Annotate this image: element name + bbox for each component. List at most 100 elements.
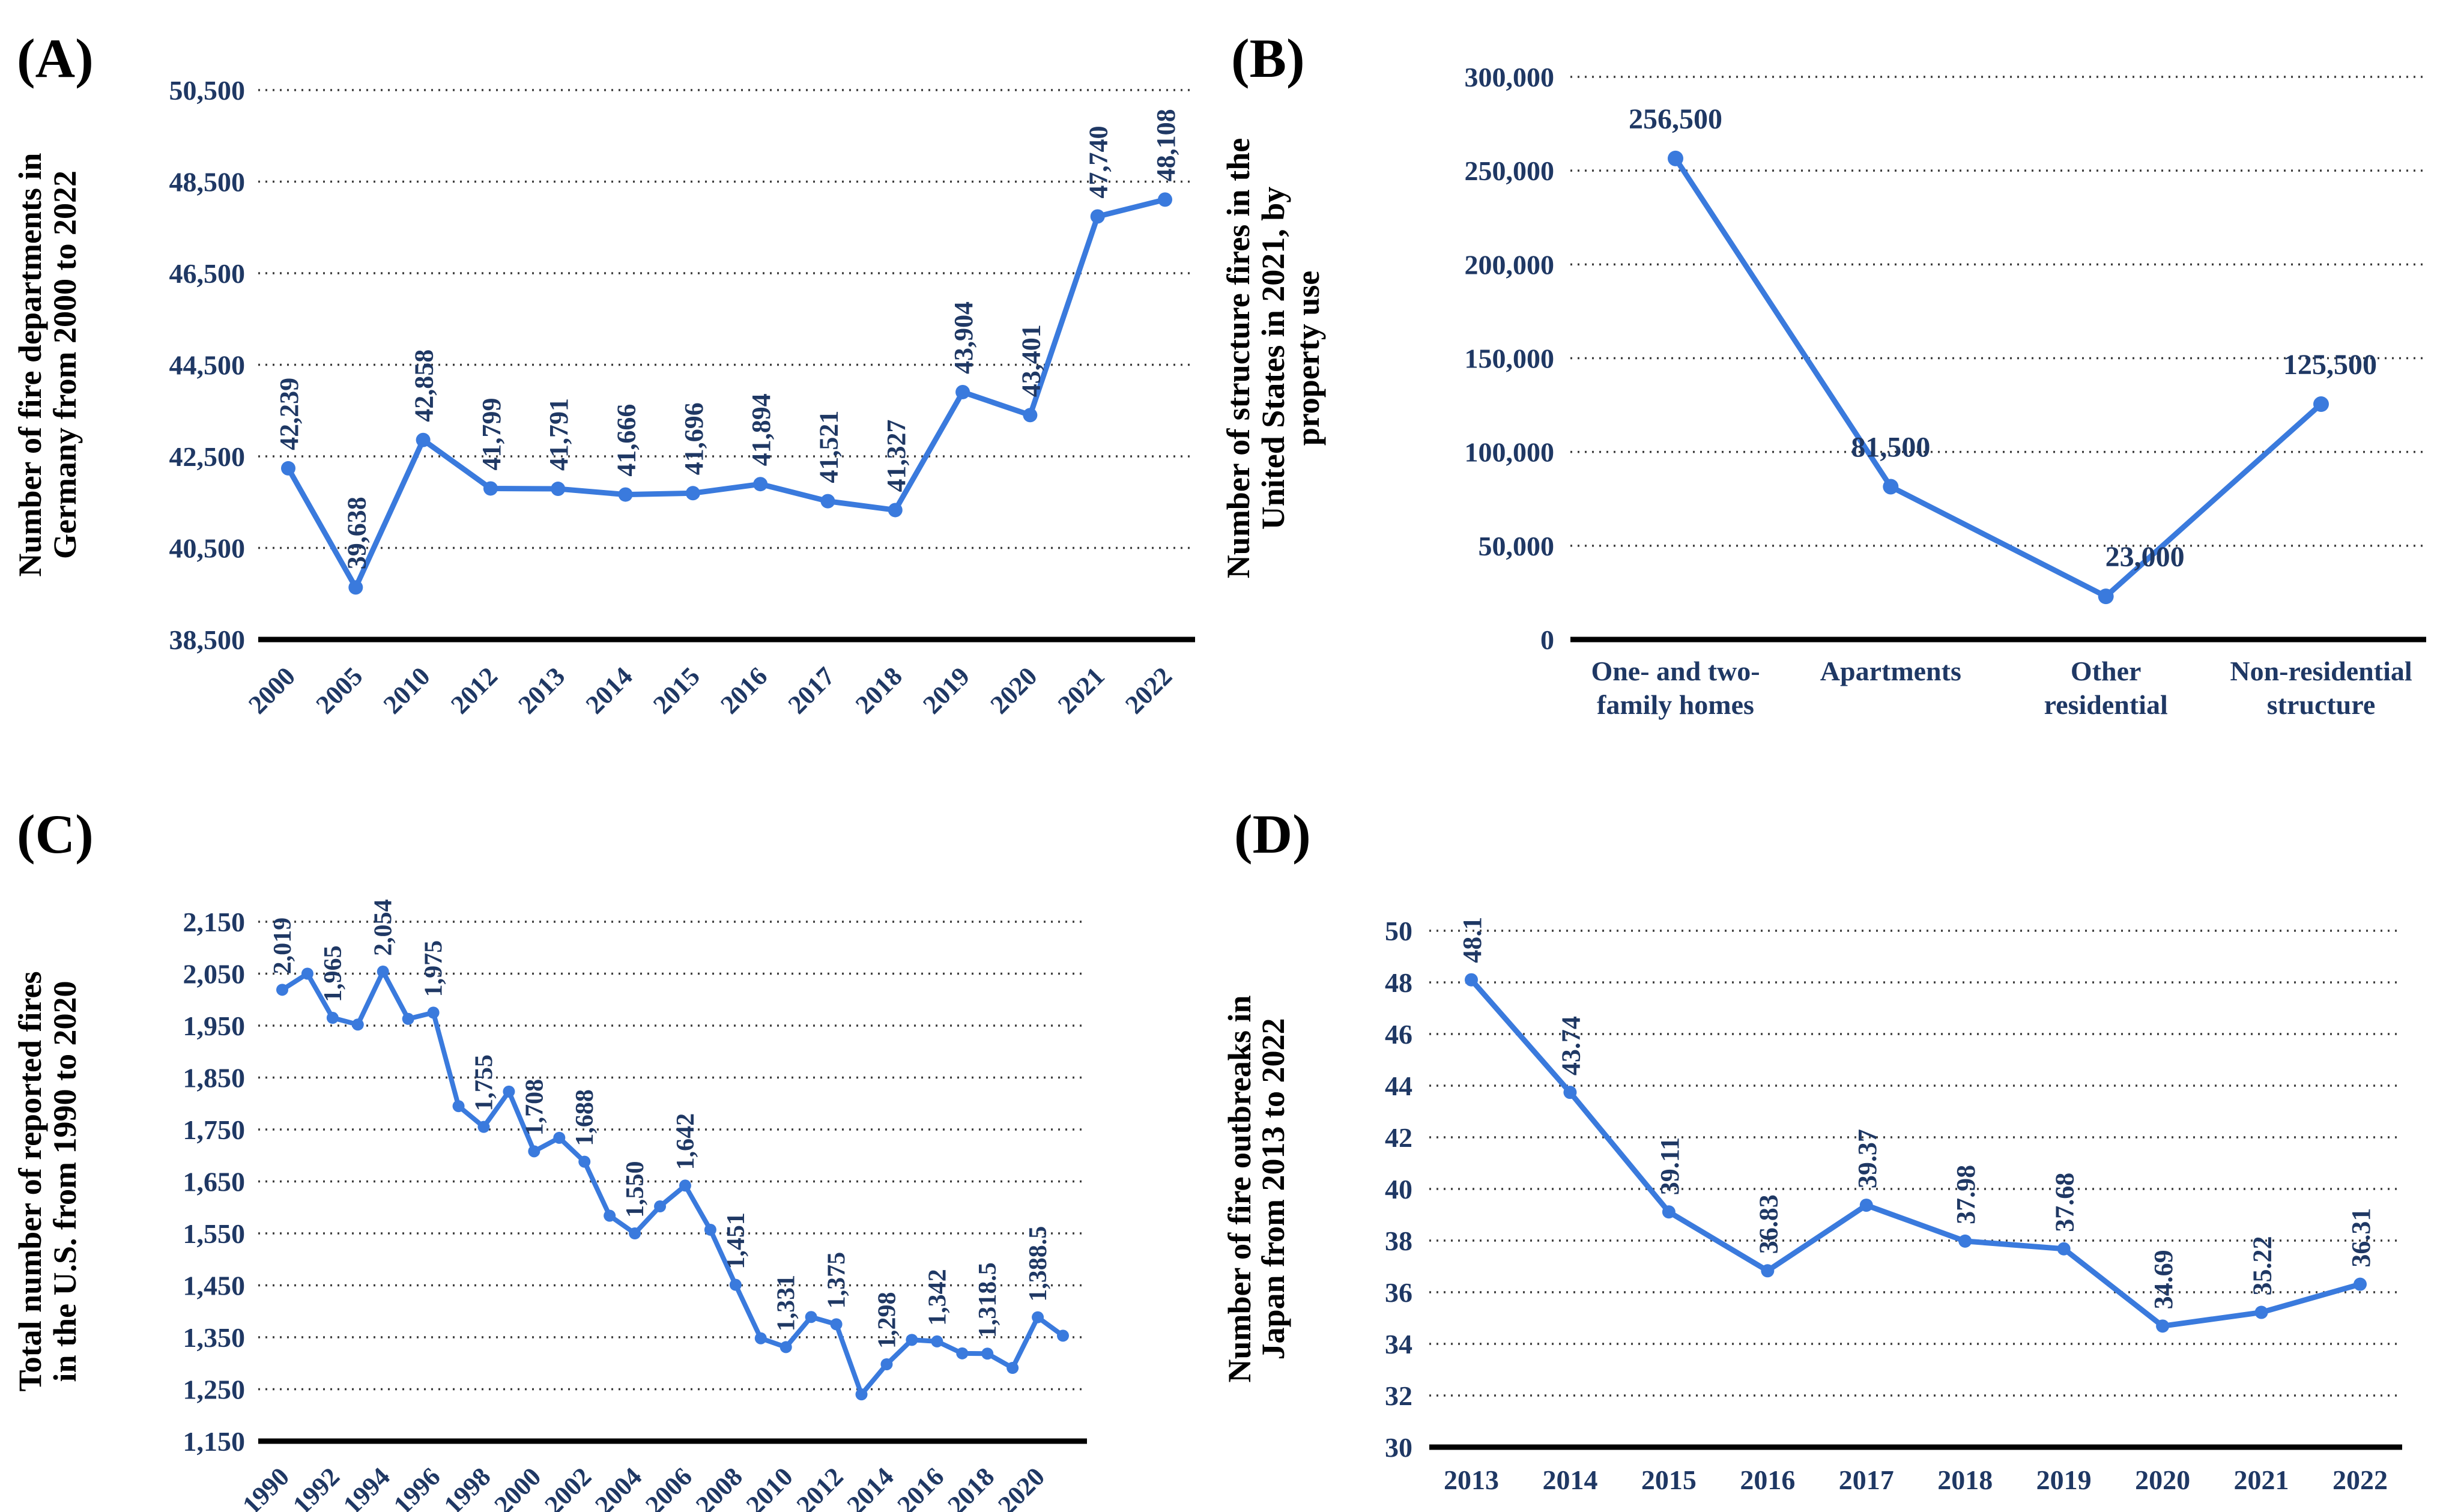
data-line: [1673, 156, 2324, 599]
data-point: [276, 984, 288, 996]
data-label: 125,500: [2283, 349, 2377, 381]
data-label: 48,108: [1151, 109, 1181, 181]
x-tick-label: Other residential: [2044, 656, 2168, 720]
data-label: 23,000: [2105, 541, 2185, 573]
data-label: 43,904: [949, 301, 978, 374]
data-label: 39,638: [342, 497, 371, 569]
data-point: [1023, 408, 1038, 423]
data-point: [1958, 1234, 1972, 1248]
y-tick-label: 38: [1385, 1226, 1412, 1256]
data-point: [402, 1012, 414, 1025]
data-label: 2,019: [269, 918, 297, 975]
data-label: 1,550: [622, 1161, 649, 1218]
y-tick-label: 50,500: [169, 75, 246, 106]
y-tick-label: 44,500: [169, 350, 246, 381]
y-tick-label: 300,000: [1465, 62, 1555, 92]
y-tick-label: 1,550: [183, 1218, 246, 1249]
data-label: 1,975: [420, 940, 448, 997]
data-point: [1090, 209, 1105, 224]
y-axis-title: Japan from 2013 to 2022: [1255, 1018, 1291, 1359]
data-point: [351, 1018, 364, 1031]
data-point: [753, 477, 768, 492]
data-label: 48.1: [1458, 917, 1487, 963]
data-label: 35.22: [2248, 1236, 2277, 1296]
x-tick-label: 2014: [1542, 1465, 1597, 1495]
data-point: [377, 966, 389, 978]
data-label: 42,858: [410, 349, 439, 422]
y-tick-label: 2,050: [183, 959, 246, 990]
data-point: [477, 1120, 490, 1133]
y-tick-label: 250,000: [1465, 156, 1555, 186]
data-label: 37.98: [1951, 1165, 1981, 1224]
data-label: 1,298: [873, 1292, 901, 1349]
data-point: [830, 1318, 843, 1331]
data-point: [301, 967, 313, 980]
y-tick-label: 34: [1385, 1329, 1412, 1359]
y-tick-label: 30: [1385, 1432, 1412, 1463]
data-label: 43.74: [1556, 1016, 1585, 1075]
data-point: [348, 580, 363, 595]
data-point: [880, 1358, 893, 1370]
data-label: 1,342: [924, 1269, 951, 1326]
data-point: [1007, 1362, 1019, 1374]
data-line: [1468, 977, 2363, 1329]
data-point: [981, 1347, 994, 1360]
data-point: [955, 384, 970, 399]
data-label: 1,388.5: [1025, 1226, 1052, 1302]
data-label: 81,500: [1851, 431, 1930, 463]
data-label: 1,375: [823, 1252, 851, 1309]
data-label: 36.83: [1754, 1194, 1783, 1254]
data-label: 41,521: [814, 411, 843, 483]
x-tick-label: 2015: [1641, 1465, 1697, 1495]
panel-letter: (B): [1231, 28, 1305, 89]
data-point: [2254, 1305, 2268, 1319]
y-tick-label: 46: [1385, 1019, 1412, 1050]
y-tick-label: 1,650: [183, 1167, 246, 1197]
data-point: [2156, 1319, 2170, 1333]
y-tick-label: 40: [1385, 1174, 1412, 1205]
data-point: [553, 1131, 566, 1144]
data-label: 1,451: [722, 1212, 750, 1269]
data-label: 41,666: [612, 404, 641, 477]
y-axis-title: in the U.S. from 1990 to 2020: [47, 981, 83, 1382]
data-label: 41,894: [746, 393, 776, 466]
data-point: [2354, 1277, 2367, 1291]
data-point: [281, 461, 295, 476]
y-tick-label: 1,850: [183, 1063, 246, 1093]
data-point: [1563, 1086, 1577, 1099]
data-point: [1859, 1199, 1873, 1212]
data-label: 2,054: [370, 900, 398, 957]
y-tick-label: 44: [1385, 1071, 1412, 1101]
data-point: [416, 432, 431, 447]
panel-letter: (C): [17, 803, 94, 865]
data-point: [1032, 1311, 1044, 1323]
y-axis-title: Germany from 2000 to 2022: [47, 171, 83, 559]
data-point: [452, 1100, 465, 1113]
y-tick-label: 0: [1540, 624, 1554, 655]
x-tick-label: 2018: [1937, 1465, 1993, 1495]
y-tick-label: 50,000: [1479, 531, 1555, 561]
data-label: 41,799: [477, 398, 506, 470]
data-label: 43,401: [1016, 324, 1046, 397]
data-point: [956, 1347, 969, 1359]
data-point: [888, 503, 903, 518]
data-label: 1,688: [571, 1089, 599, 1146]
data-label: 47,740: [1084, 125, 1113, 198]
data-point: [754, 1332, 767, 1344]
data-label: 41,327: [882, 419, 911, 492]
data-point: [629, 1227, 641, 1239]
data-label: 41,791: [544, 398, 574, 471]
data-point: [906, 1334, 918, 1346]
panel-a-chart: 50,500 48,500 46,500 44,500 42,500 40,500 38,5…: [12, 28, 1195, 719]
data-label: 41,696: [679, 402, 709, 475]
data-point: [578, 1155, 591, 1168]
data-label: 1,965: [319, 946, 347, 1003]
data-label: 39.37: [1853, 1129, 1882, 1188]
data-label: 37.68: [2050, 1173, 2080, 1232]
y-tick-label: 1,250: [183, 1374, 246, 1405]
panel-letter: (D): [1234, 803, 1311, 865]
data-point: [2098, 588, 2114, 605]
data-point: [326, 1012, 339, 1024]
